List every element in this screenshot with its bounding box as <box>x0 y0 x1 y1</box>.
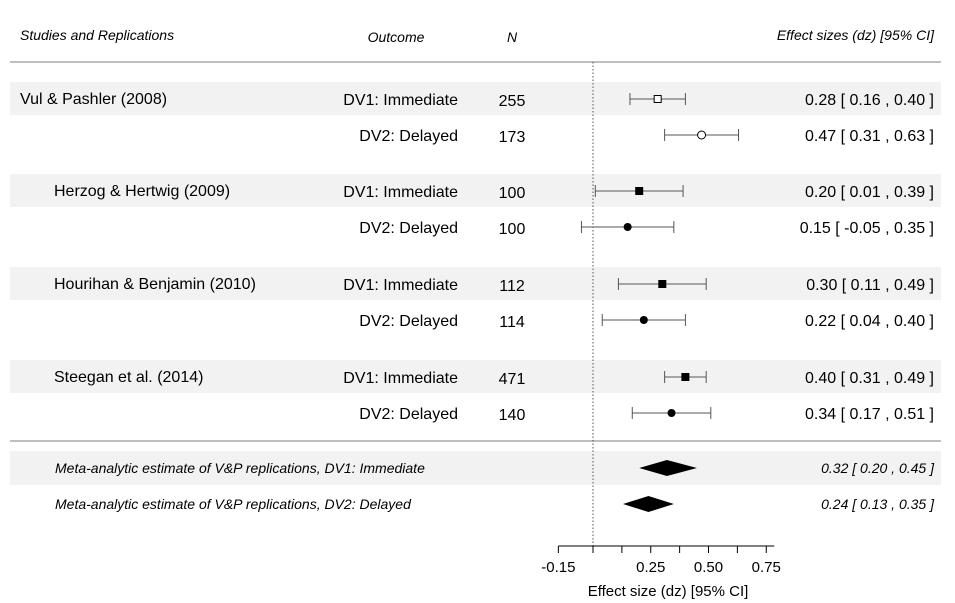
sample-size: 471 <box>499 371 526 388</box>
x-tick-label: -0.15 <box>541 559 575 576</box>
outcome-label: DV1: Immediate <box>343 184 458 201</box>
x-axis-title: Effect size (dz) [95% CI] <box>588 583 749 600</box>
meta-label: Meta-analytic estimate of V&P replicatio… <box>55 496 412 512</box>
effect-ci-label: 0.28 [ 0.16 , 0.40 ] <box>805 92 934 109</box>
meta-band <box>10 451 941 485</box>
x-tick-label: 0.50 <box>694 559 723 576</box>
effect-ci-label: 0.20 [ 0.01 , 0.39 ] <box>805 184 934 201</box>
header-outcome: Outcome <box>368 29 425 45</box>
point-estimate-circle <box>667 409 676 417</box>
sample-size: 114 <box>499 314 525 331</box>
outcome-label: DV2: Delayed <box>359 313 458 330</box>
study-band <box>10 82 941 115</box>
effect-ci-label: 0.40 [ 0.31 , 0.49 ] <box>805 370 934 387</box>
meta-rows: Meta-analytic estimate of V&P replicatio… <box>55 460 935 512</box>
row-bands <box>10 82 941 485</box>
outcome-label: DV1: Immediate <box>343 277 458 294</box>
point-estimate-square <box>635 187 644 195</box>
x-axis: -0.15 0.25 0.50 0.75 <box>541 545 781 576</box>
meta-diamond <box>639 460 697 476</box>
sample-size: 140 <box>499 407 526 424</box>
study-band <box>10 267 941 300</box>
meta-diamond <box>623 496 674 512</box>
meta-label: Meta-analytic estimate of V&P replicatio… <box>55 460 425 476</box>
x-tick-label: 0.25 <box>636 559 665 576</box>
effect-ci-label: 0.22 [ 0.04 , 0.40 ] <box>805 313 934 330</box>
x-tick-label: 0.75 <box>752 559 781 576</box>
study-label: Steegan et al. (2014) <box>54 369 203 386</box>
sample-size: 100 <box>499 185 526 202</box>
sample-size: 255 <box>499 93 526 110</box>
meta-ci-label: 0.32 [ 0.20 , 0.45 ] <box>821 460 935 476</box>
point-estimate-square <box>681 373 690 381</box>
point-estimate-circle <box>623 223 632 231</box>
effect-ci-label: 0.34 [ 0.17 , 0.51 ] <box>805 406 934 423</box>
point-estimate-square <box>658 280 667 288</box>
study-rows: Vul & Pashler (2008) DV1: Immediate 255 0.2… <box>20 91 934 424</box>
point-estimate-circle <box>639 316 648 324</box>
outcome-label: DV1: Immediate <box>343 92 458 109</box>
study-label: Vul & Pashler (2008) <box>20 91 167 108</box>
study-band <box>10 174 941 207</box>
sample-size: 173 <box>499 129 526 146</box>
outcome-label: DV1: Immediate <box>343 370 458 387</box>
header-n: N <box>507 29 518 45</box>
header-study: Studies and Replications <box>20 27 174 43</box>
header-effect: Effect sizes (dz) [95% CI] <box>777 27 935 43</box>
point-estimate-open-square <box>653 95 662 103</box>
study-band <box>10 360 941 393</box>
outcome-label: DV2: Delayed <box>359 128 458 145</box>
effect-ci-label: 0.30 [ 0.11 , 0.49 ] <box>806 277 934 294</box>
study-label: Herzog & Hertwig (2009) <box>54 183 230 200</box>
meta-ci-label: 0.24 [ 0.13 , 0.35 ] <box>821 496 935 512</box>
outcome-label: DV2: Delayed <box>359 220 458 237</box>
sample-size: 112 <box>499 278 525 295</box>
point-estimate-open-circle <box>697 130 707 140</box>
effect-ci-label: 0.15 [ -0.05 , 0.35 ] <box>800 220 934 237</box>
outcome-label: DV2: Delayed <box>359 406 458 423</box>
sample-size: 100 <box>499 221 526 238</box>
effect-ci-label: 0.47 [ 0.31 , 0.63 ] <box>805 128 934 145</box>
study-label: Hourihan & Benjamin (2010) <box>54 276 256 293</box>
